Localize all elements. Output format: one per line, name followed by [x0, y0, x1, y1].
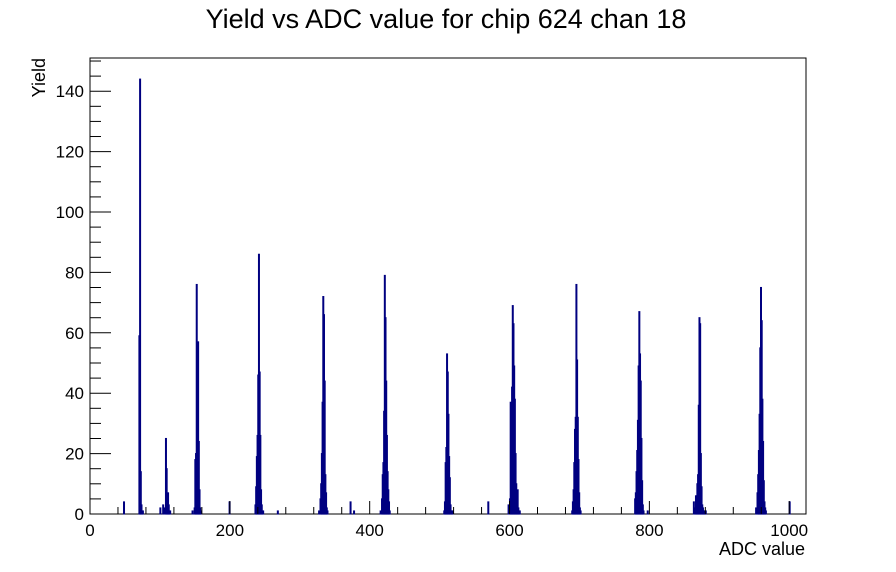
- histogram-bin: [262, 510, 265, 515]
- y-tick-label: 0: [75, 505, 84, 524]
- x-tick-label: 200: [216, 521, 244, 540]
- x-tick-label: 1000: [770, 521, 808, 540]
- plot-area: 0 200 400 600 800 1000 0 20 40 60 80 100 120 140: [56, 57, 808, 540]
- histogram-bin: [692, 501, 695, 515]
- histogram-bin: [139, 78, 142, 515]
- y-axis-label: Yield: [29, 58, 49, 97]
- histogram-bin: [755, 507, 758, 515]
- x-tick-label: 0: [85, 521, 94, 540]
- x-axis-label: ADC value: [719, 539, 805, 559]
- histogram-bin: [487, 501, 490, 515]
- x-tick-label: 400: [356, 521, 384, 540]
- histogram-bin: [276, 510, 279, 515]
- histogram-bin: [326, 510, 329, 515]
- histogram-bin: [191, 510, 194, 515]
- histogram-bin: [141, 510, 144, 515]
- histogram-bin: [199, 510, 202, 515]
- histogram-bin: [169, 510, 172, 515]
- histogram-bin: [764, 510, 767, 515]
- y-tick-label: 100: [56, 203, 84, 222]
- histogram-bin: [379, 510, 382, 515]
- histogram-bin: [123, 501, 126, 515]
- x-tick-label: 800: [635, 521, 663, 540]
- histogram-bin: [388, 510, 391, 515]
- y-tick-label: 20: [65, 445, 84, 464]
- histogram-bin: [518, 510, 521, 515]
- histogram-bin: [451, 510, 454, 515]
- histogram-bin: [163, 507, 166, 515]
- y-tick-label: 140: [56, 82, 84, 101]
- chart-title: Yield vs ADC value for chip 624 chan 18: [206, 4, 687, 34]
- x-tick-label: 600: [495, 521, 523, 540]
- histogram-bin: [353, 510, 356, 515]
- histogram-bin: [349, 501, 352, 515]
- histogram-bin: [646, 510, 649, 515]
- histogram-bin: [159, 507, 162, 515]
- y-tick-label: 40: [65, 384, 84, 403]
- y-tick-label: 60: [65, 324, 84, 343]
- histogram-bin: [318, 510, 321, 515]
- y-tick-label: 120: [56, 143, 84, 162]
- histogram-bin: [579, 510, 582, 515]
- y-tick-label: 80: [65, 263, 84, 282]
- histogram-bin: [507, 504, 510, 515]
- histogram-bin: [162, 504, 165, 515]
- histogram-bin: [642, 510, 645, 515]
